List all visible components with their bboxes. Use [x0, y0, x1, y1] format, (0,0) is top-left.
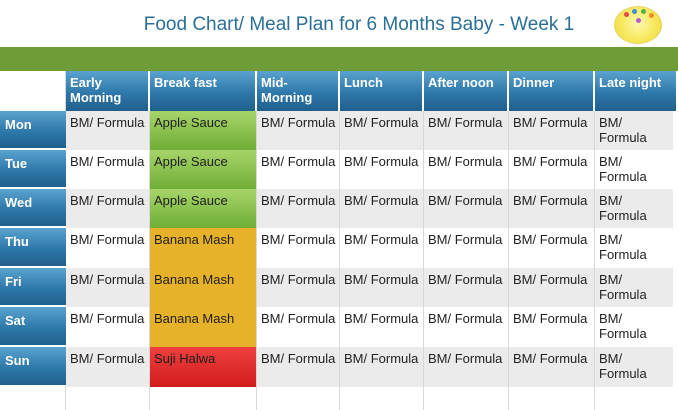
column-header: Lunch [340, 71, 424, 111]
meal-cell: BM/ Formula [340, 307, 423, 347]
logo-dot [649, 13, 654, 18]
meal-cell: BM/ Formula [424, 347, 508, 387]
meal-cell: BM/ Formula [509, 268, 594, 307]
meal-cell: BM/ Formula [595, 268, 673, 307]
meal-cell: BM/ Formula [509, 347, 594, 387]
meal-cell: BM/ Formula [595, 228, 673, 268]
row-header-day: Mon [0, 111, 66, 150]
meal-cell: BM/ Formula [66, 228, 149, 268]
meal-cell: BM/ Formula [257, 347, 339, 387]
meal-cell: BM/ Formula [257, 228, 339, 268]
logo-dot [636, 18, 641, 23]
meal-cell: BM/ Formula [424, 268, 508, 307]
green-banner [0, 47, 678, 71]
meal-cell: BM/ Formula [595, 307, 673, 347]
column-divider [508, 71, 509, 410]
meal-cell: BM/ Formula [66, 347, 149, 387]
meal-cell: BM/ Formula [340, 228, 423, 268]
meal-cell: BM/ Formula [595, 111, 673, 150]
column-header: Mid-Morning [257, 71, 340, 111]
column-header: Break fast [150, 71, 257, 111]
meal-cell: BM/ Formula [340, 111, 423, 150]
row-header-day: Sun [0, 347, 66, 387]
column-header: After noon [424, 71, 509, 111]
column-header: Early Morning [66, 71, 150, 111]
meal-cell: BM/ Formula [66, 189, 149, 228]
logo-dot [632, 9, 637, 14]
row-header-day: Tue [0, 150, 66, 189]
meal-cell: BM/ Formula [424, 189, 508, 228]
meal-cell: BM/ Formula [595, 189, 673, 228]
meal-cell: BM/ Formula [257, 111, 339, 150]
meal-cell: BM/ Formula [340, 268, 423, 307]
page-title: Food Chart/ Meal Plan for 6 Months Baby … [143, 14, 575, 35]
meal-cell: BM/ Formula [66, 150, 149, 189]
meal-cell: BM/ Formula [340, 347, 423, 387]
meal-cell: BM/ Formula [257, 150, 339, 189]
meal-cell: BM/ Formula [509, 111, 594, 150]
column-divider [423, 71, 424, 410]
meal-cell-food: Banana Mash [150, 228, 256, 268]
meal-cell: BM/ Formula [595, 347, 673, 387]
meal-cell: BM/ Formula [424, 307, 508, 347]
meal-cell: BM/ Formula [66, 307, 149, 347]
meal-cell: BM/ Formula [424, 228, 508, 268]
column-divider [149, 71, 150, 410]
meal-cell: BM/ Formula [257, 307, 339, 347]
meal-cell: BM/ Formula [66, 111, 149, 150]
meal-cell: BM/ Formula [509, 228, 594, 268]
meal-cell: BM/ Formula [509, 150, 594, 189]
meal-cell-food: Banana Mash [150, 268, 256, 307]
meal-cell-food: Banana Mash [150, 307, 256, 347]
column-divider [339, 71, 340, 410]
row-header-day: Sat [0, 307, 66, 347]
row-header-day: Wed [0, 189, 66, 228]
row-header-day: Thu [0, 228, 66, 268]
logo-icon [614, 6, 662, 44]
meal-cell: BM/ Formula [257, 189, 339, 228]
meal-cell: BM/ Formula [257, 268, 339, 307]
meal-cell-food: Apple Sauce [150, 189, 256, 228]
meal-cell-food: Suji Halwa [150, 347, 256, 387]
logo-dot [641, 9, 646, 14]
meal-plan-table: Early Morning Break fast Mid-Morning Lunch A… [0, 71, 678, 410]
column-divider [256, 71, 257, 410]
column-header: Dinner [509, 71, 595, 111]
meal-cell: BM/ Formula [66, 268, 149, 307]
meal-cell: BM/ Formula [509, 307, 594, 347]
column-header: Late night [595, 71, 678, 111]
meal-cell: BM/ Formula [424, 111, 508, 150]
meal-cell: BM/ Formula [509, 189, 594, 228]
meal-cell-food: Apple Sauce [150, 150, 256, 189]
row-header-day: Fri [0, 268, 66, 307]
meal-cell: BM/ Formula [424, 150, 508, 189]
meal-cell: BM/ Formula [340, 189, 423, 228]
logo-dot [624, 12, 629, 17]
column-divider [594, 71, 595, 410]
meal-cell-food: Apple Sauce [150, 111, 256, 150]
meal-cell: BM/ Formula [595, 150, 673, 189]
meal-cell: BM/ Formula [340, 150, 423, 189]
